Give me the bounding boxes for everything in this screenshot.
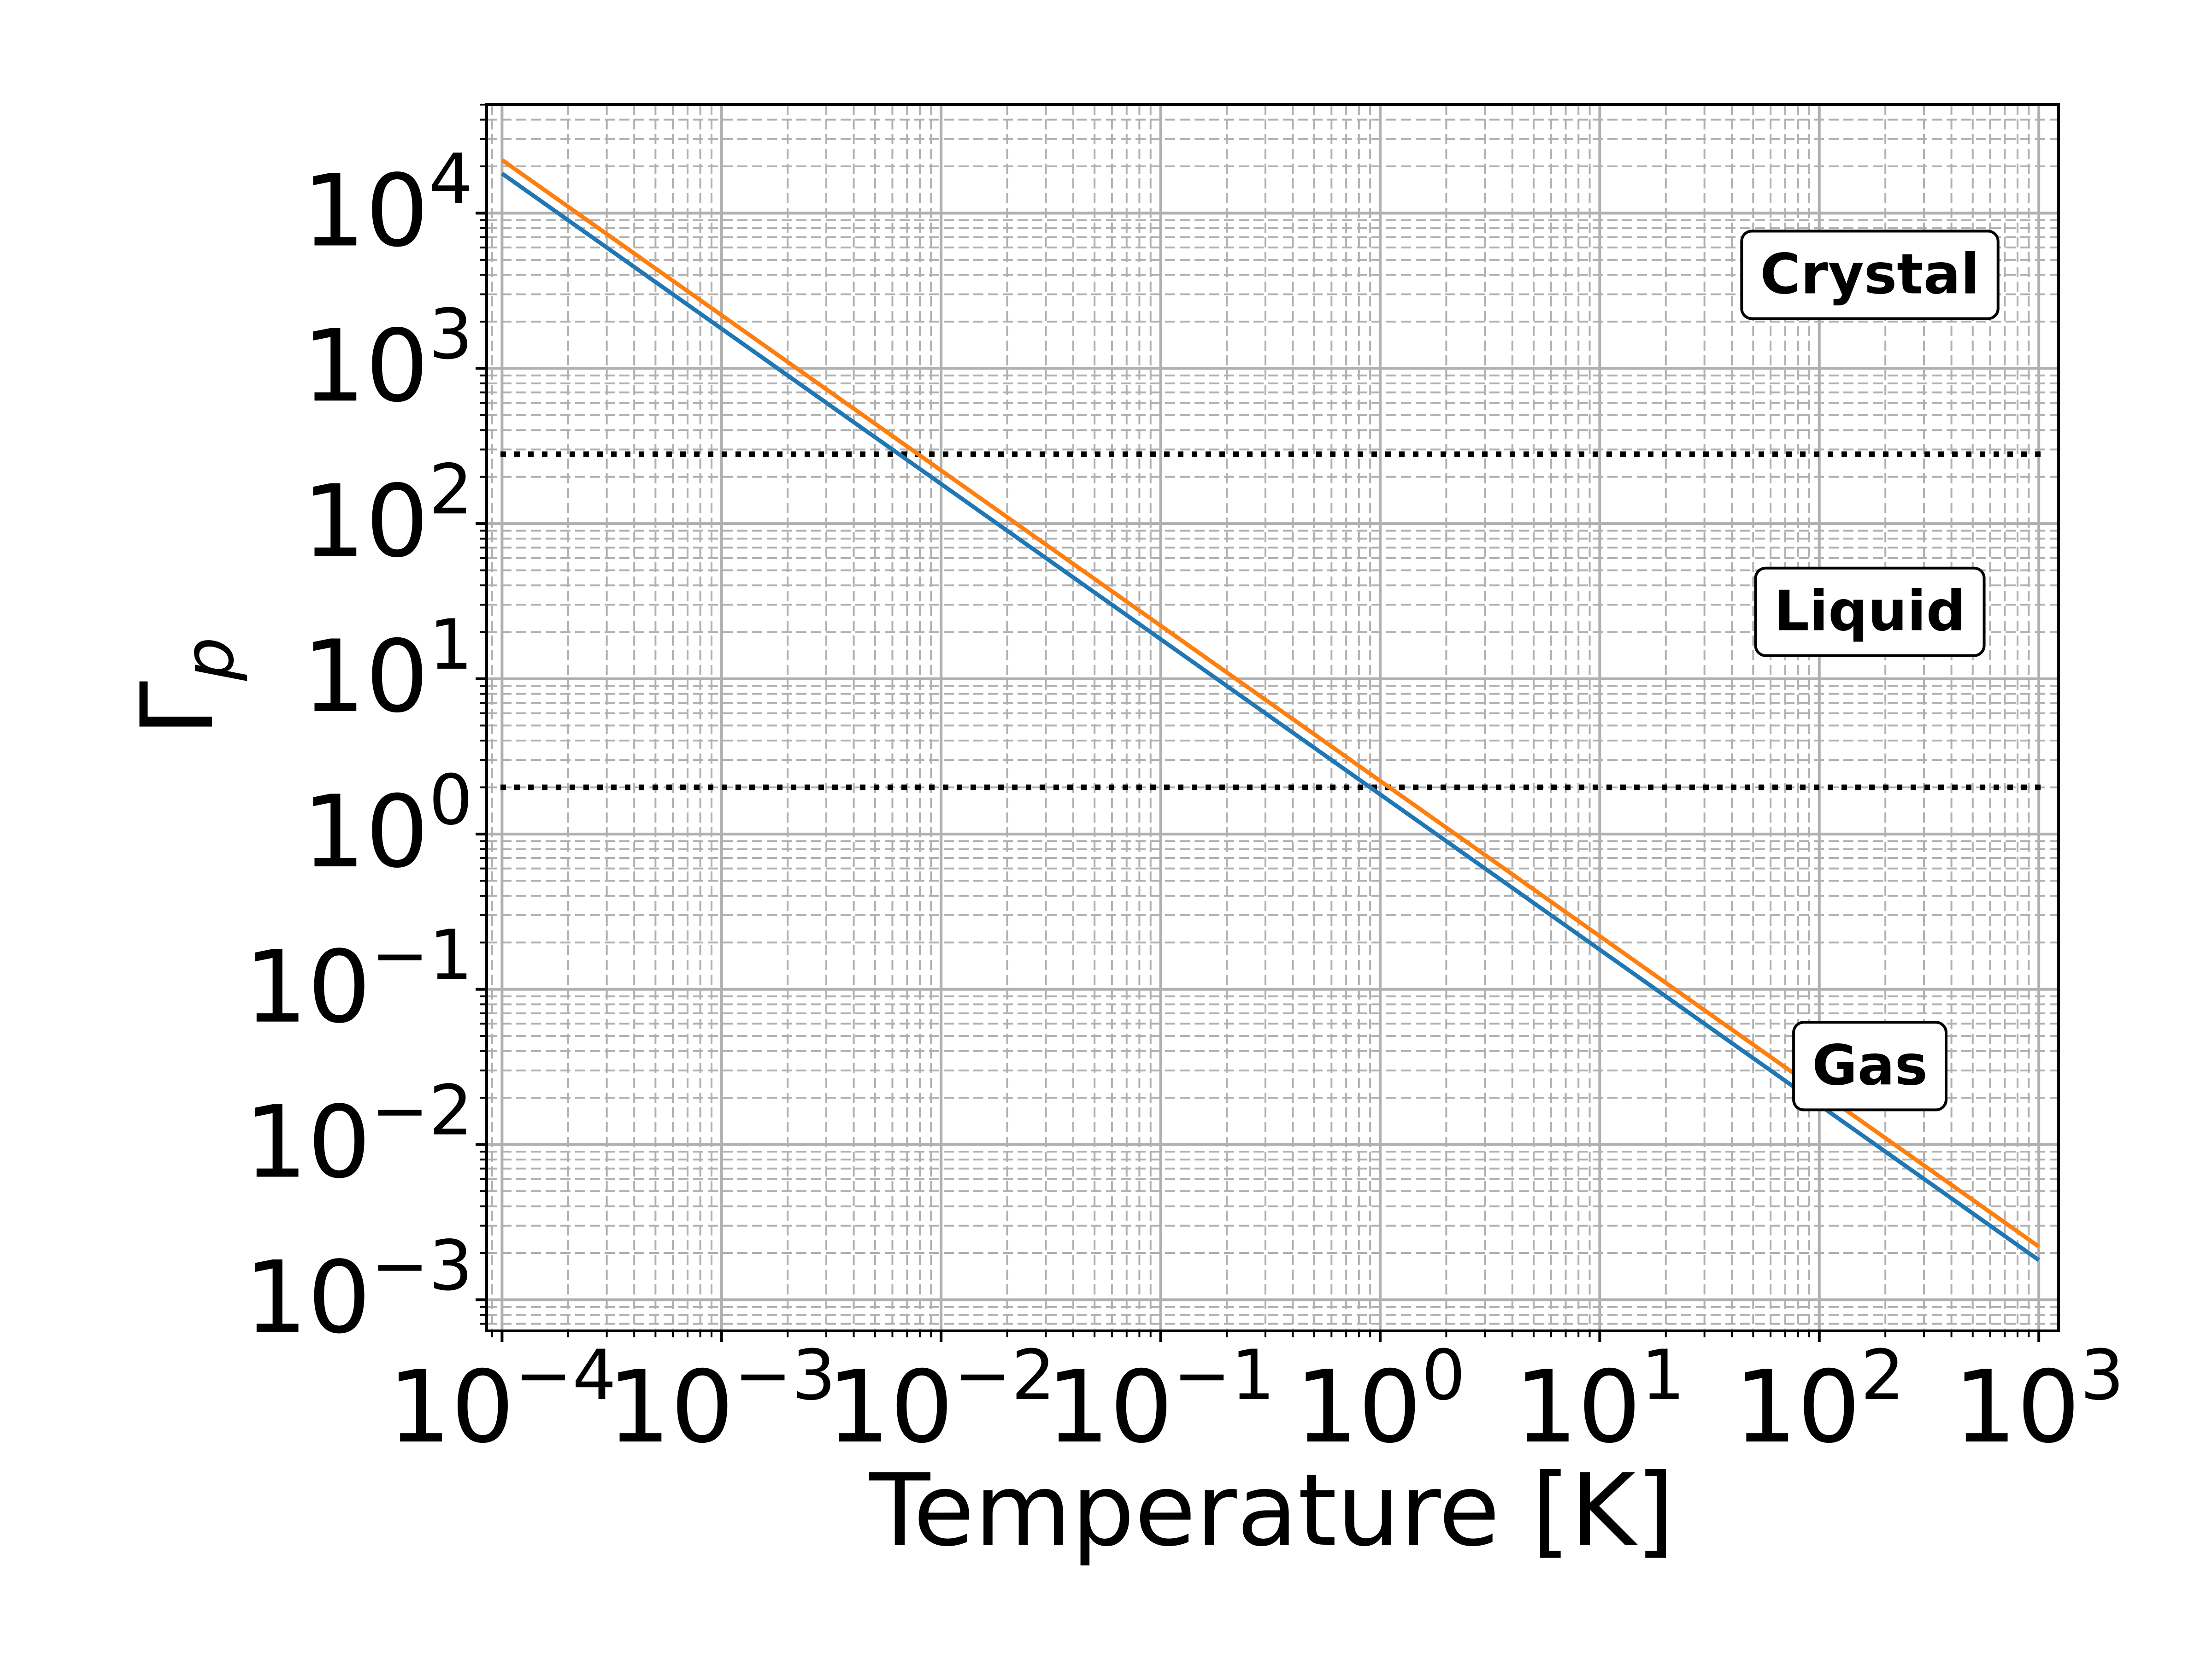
y-tick-label-base: 10 (302, 308, 429, 424)
y-tick-label: 10−1 (244, 916, 473, 1045)
y-axis-title: Γp (120, 637, 249, 736)
x-tick-labels: 10−410−310−210−1 100 101 102 103 (388, 1335, 2124, 1465)
y-tick-label-base: 10 (302, 619, 429, 735)
series-line (500, 158, 2040, 1248)
x-tick-label-exponent: −3 (734, 1335, 836, 1416)
y-tick-label-exponent: −3 (371, 1226, 473, 1306)
x-tick-label: 102 (1734, 1335, 1905, 1465)
y-tick-label-exponent: 2 (429, 450, 473, 530)
y-tick-label-base: 10 (244, 1240, 371, 1355)
x-tick-label-exponent: −1 (1173, 1335, 1275, 1416)
x-tick-label: 103 (1953, 1335, 2124, 1465)
y-tick-label-exponent: 4 (429, 139, 473, 219)
x-tick-label-exponent: 1 (1641, 1335, 1685, 1416)
plot-frame (485, 103, 2060, 1332)
y-tick-label-exponent: 3 (429, 294, 473, 375)
region-label-box (1792, 1021, 1948, 1112)
y-tick-label-base: 10 (302, 464, 429, 579)
y-axis-title-symbol: Γ (120, 681, 235, 736)
x-tick-label-base: 10 (827, 1349, 953, 1465)
y-tick-label: 100 (302, 760, 473, 890)
y-tick-label-base: 10 (302, 774, 429, 890)
x-tick-label: 10−1 (1047, 1335, 1275, 1465)
x-tick-label: 100 (1295, 1335, 1465, 1465)
region-label-box (1754, 566, 1986, 657)
axis-ticks (476, 104, 2041, 1342)
x-tick-label: 10−4 (388, 1335, 616, 1465)
x-tick-label-base: 10 (1295, 1349, 1422, 1465)
region-label-box (1740, 229, 2000, 320)
y-tick-label: 104 (302, 139, 473, 269)
x-tick-label-exponent: 0 (1422, 1335, 1465, 1416)
y-tick-label: 103 (302, 294, 473, 424)
x-tick-label-exponent: −4 (514, 1335, 616, 1416)
y-tick-label-base: 10 (244, 930, 371, 1045)
x-tick-label-exponent: 2 (1860, 1335, 1904, 1416)
x-tick-label: 101 (1514, 1335, 1685, 1465)
region-label-text: Crystal (1760, 242, 1979, 306)
region-label: Liquid (1754, 566, 1986, 657)
x-axis-title: Temperature [K] (869, 1453, 1674, 1568)
x-tick-label: 10−2 (827, 1335, 1055, 1465)
x-tick-label-exponent: −2 (953, 1335, 1055, 1416)
x-tick-label-base: 10 (1047, 1349, 1173, 1465)
y-tick-label: 101 (302, 605, 473, 735)
y-tick-label-base: 10 (244, 1085, 371, 1200)
y-tick-label-exponent: 0 (429, 760, 473, 841)
y-tick-label: 10−2 (244, 1071, 473, 1200)
region-label: Crystal (1740, 229, 2000, 320)
y-tick-label-exponent: 1 (429, 605, 473, 685)
minor-gridlines (487, 104, 2059, 1331)
y-axis-title-subscript: p (169, 637, 249, 681)
x-tick-label-base: 10 (388, 1349, 514, 1465)
x-tick-label: 10−3 (607, 1335, 836, 1465)
series-lines (500, 158, 2040, 1262)
region-label-text: Gas (1812, 1034, 1928, 1098)
y-tick-label-exponent: −2 (371, 1071, 473, 1151)
y-tick-label: 10−3 (244, 1226, 473, 1355)
x-tick-label-base: 10 (607, 1349, 734, 1465)
phase-boundaries (500, 451, 2045, 790)
region-labels: Crystal Liquid Gas (1740, 229, 2000, 1112)
y-tick-label: 102 (302, 450, 473, 579)
y-tick-label-base: 10 (302, 153, 429, 269)
y-tick-label-exponent: −1 (371, 916, 473, 996)
x-tick-label-exponent: 3 (2080, 1335, 2124, 1416)
region-label-text: Liquid (1774, 580, 1966, 644)
series-line (500, 171, 2040, 1262)
region-label: Gas (1792, 1021, 1948, 1112)
x-tick-label-base: 10 (1953, 1349, 2080, 1465)
x-tick-label-base: 10 (1734, 1349, 1861, 1465)
x-tick-label-base: 10 (1514, 1349, 1641, 1465)
